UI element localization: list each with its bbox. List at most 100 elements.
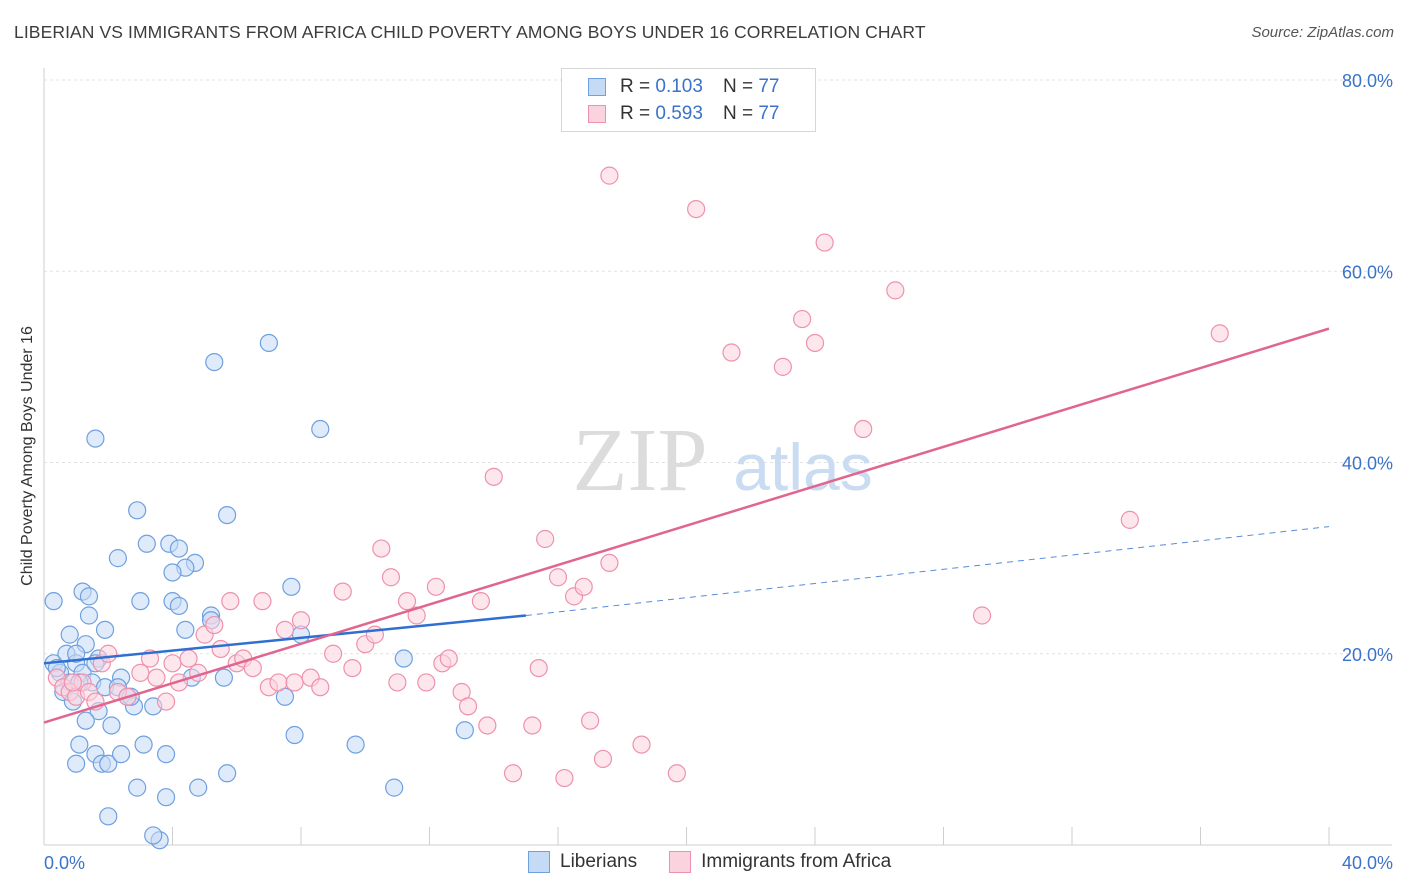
- y-tick-label: 80.0%: [1342, 71, 1393, 91]
- immigrants-point: [243, 658, 262, 678]
- immigrants-point: [253, 592, 272, 611]
- y-tick-label: 60.0%: [1342, 262, 1393, 282]
- watermark-atlas: atlas: [733, 430, 872, 504]
- grid-lines: [44, 79, 1392, 655]
- immigrants-point: [667, 764, 686, 783]
- immigrants-point: [886, 281, 905, 300]
- tick-labels: 20.0% 40.0% 60.0% 80.0% 0.0% 40.0%: [44, 71, 1393, 873]
- liberians-point: [99, 754, 118, 773]
- immigrants-point: [407, 606, 426, 625]
- liberians-legend-swatch: [528, 851, 550, 873]
- liberians-point: [346, 735, 365, 754]
- liberians-point: [205, 352, 224, 372]
- liberians-point: [131, 592, 150, 611]
- liberians-point: [134, 735, 153, 754]
- immigrants-point: [397, 592, 417, 611]
- liberians-points: [44, 333, 474, 850]
- liberians-point: [214, 668, 233, 687]
- liberians-point: [102, 716, 121, 735]
- immigrants-point: [275, 620, 295, 639]
- immigrants-legend-swatch: [669, 851, 692, 873]
- liberians-point: [86, 429, 105, 448]
- immigrants-point: [815, 233, 834, 252]
- immigrants-point: [632, 735, 651, 754]
- immigrants-point: [417, 673, 436, 692]
- immigrants-point: [285, 673, 304, 692]
- immigrants-point: [581, 711, 600, 730]
- legend-r-label: R =: [620, 76, 651, 97]
- immigrants-point: [484, 467, 503, 486]
- legend-n-value: 77: [758, 103, 780, 124]
- axes: [43, 68, 1392, 846]
- immigrants-point: [221, 592, 240, 611]
- liberians-point: [128, 778, 147, 797]
- source-label: Source: ZipAtlas.com: [1251, 24, 1394, 41]
- legend-liberians-label: Liberians: [560, 851, 638, 872]
- immigrants-point: [99, 644, 118, 663]
- immigrants-point: [63, 673, 83, 692]
- liberians-point: [137, 534, 156, 553]
- immigrants-point: [793, 309, 812, 329]
- liberians-point: [144, 826, 163, 845]
- immigrants-point: [291, 611, 311, 630]
- immigrants-point: [687, 199, 706, 219]
- immigrants-point: [805, 333, 825, 353]
- immigrants-point: [372, 539, 391, 558]
- immigrants-point: [593, 749, 613, 769]
- immigrants-point: [555, 768, 574, 788]
- immigrants-point: [333, 582, 352, 601]
- liberians-point: [111, 745, 131, 764]
- immigrants-point: [343, 658, 362, 678]
- legend-r-value: 0.103: [655, 76, 703, 97]
- immigrants-point: [381, 568, 401, 587]
- liberians-trend-extension: [525, 526, 1330, 616]
- immigrants-trend-line: [43, 327, 1330, 724]
- immigrants-point: [548, 568, 568, 587]
- liberians-point: [79, 606, 99, 625]
- immigrants-point: [1120, 510, 1139, 529]
- immigrants-point: [1210, 324, 1229, 343]
- y-tick-label: 40.0%: [1342, 454, 1393, 474]
- chart-title: LIBERIAN VS IMMIGRANTS FROM AFRICA CHILD…: [14, 22, 926, 42]
- liberians-point: [169, 596, 189, 616]
- watermark-zip: ZIP: [573, 411, 708, 510]
- liberians-point: [218, 764, 237, 783]
- liberians-point: [67, 644, 86, 663]
- immigrants-point: [439, 649, 458, 668]
- liberians-point: [156, 788, 176, 807]
- immigrants-point: [722, 343, 741, 362]
- liberians-point: [169, 539, 189, 558]
- y-tick-label: 20.0%: [1342, 645, 1393, 665]
- liberians-point: [44, 592, 63, 611]
- immigrants-point: [211, 639, 230, 659]
- immigrants-point: [156, 692, 176, 711]
- immigrants-swatch: [588, 105, 606, 123]
- liberians-point: [128, 501, 147, 520]
- series-legend: Liberians Immigrants from Africa: [528, 851, 923, 873]
- immigrants-point: [205, 615, 224, 635]
- liberians-point: [79, 587, 99, 606]
- immigrants-point: [163, 654, 182, 673]
- liberians-point: [95, 620, 115, 639]
- immigrants-point: [600, 553, 619, 573]
- liberians-point: [176, 620, 195, 639]
- legend-n-label: N =: [722, 103, 754, 124]
- legend-immigrants-label: Immigrants from Africa: [701, 851, 892, 872]
- immigrants-point: [529, 658, 548, 678]
- immigrants-point: [773, 357, 792, 376]
- immigrants-point: [324, 644, 343, 663]
- immigrants-point: [600, 166, 619, 185]
- immigrants-point: [523, 716, 542, 735]
- liberians-point: [282, 577, 301, 596]
- immigrants-point: [147, 668, 166, 687]
- liberians-point: [218, 505, 237, 525]
- liberians-point: [99, 807, 118, 826]
- liberians-point: [70, 735, 89, 754]
- legend-row-liberians: R = 0.103 N = 77: [588, 74, 779, 100]
- liberians-point: [385, 778, 404, 797]
- immigrants-point: [854, 419, 873, 439]
- liberians-point: [259, 333, 278, 353]
- liberians-point: [60, 625, 79, 644]
- immigrants-point: [503, 764, 523, 783]
- liberians-point: [189, 778, 208, 797]
